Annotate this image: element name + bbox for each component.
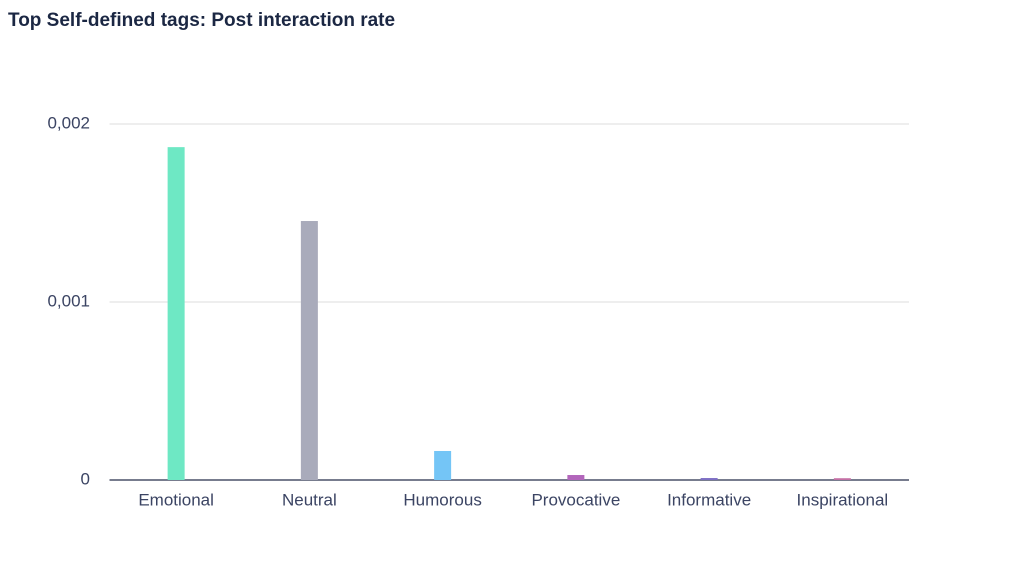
y-tick-label: 0 [81, 469, 90, 488]
y-tick-label: 0,002 [47, 113, 90, 132]
x-tick-label: Humorous [403, 490, 481, 509]
bar [567, 475, 585, 480]
bar [167, 147, 185, 480]
x-tick-label: Provocative [531, 490, 620, 509]
y-tick-label: 0,001 [47, 291, 90, 310]
bar [300, 221, 318, 480]
chart-title: Top Self-defined tags: Post interaction … [8, 10, 395, 31]
bar [434, 450, 452, 480]
x-tick-label: Neutral [282, 490, 337, 509]
x-tick-label: Emotional [138, 490, 214, 509]
x-tick-label: Inspirational [797, 490, 889, 509]
bar [700, 478, 718, 480]
x-tick-label: Informative [667, 490, 751, 509]
bar [833, 478, 851, 480]
